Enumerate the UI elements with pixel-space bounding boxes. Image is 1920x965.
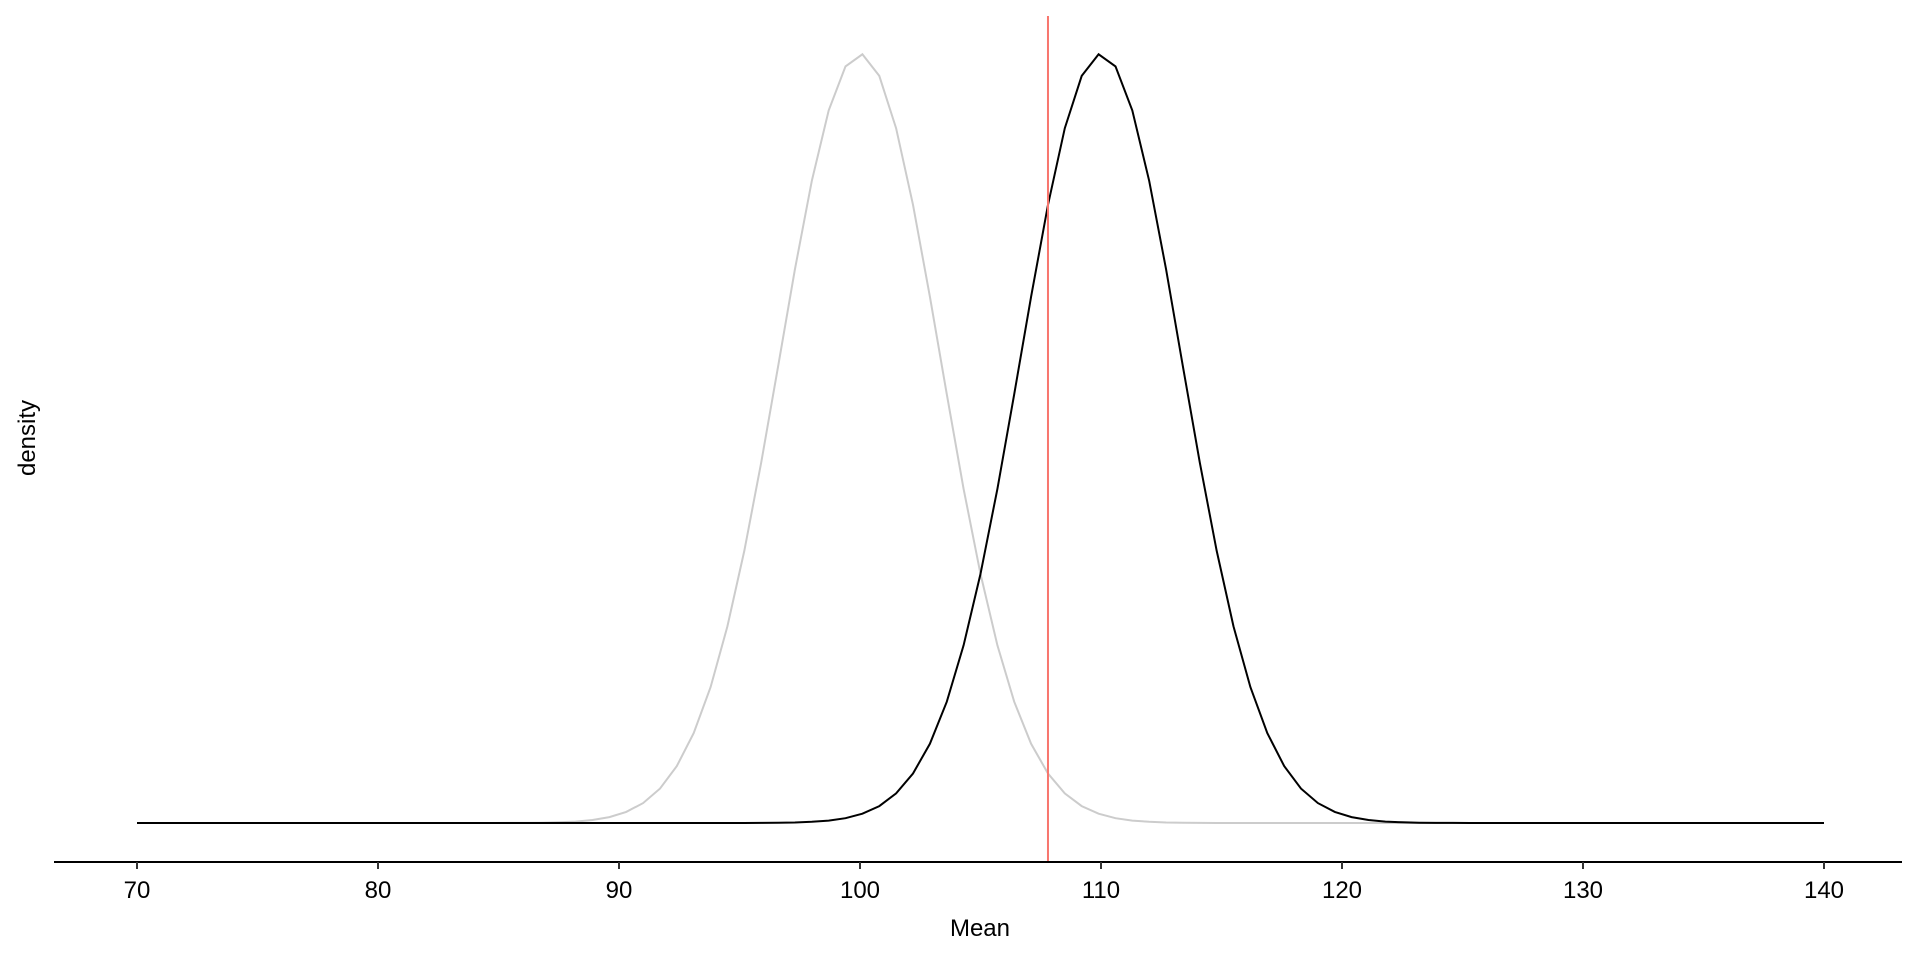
x-tick-label: 70: [124, 877, 151, 904]
x-tick-label: 110: [1082, 877, 1120, 904]
x-axis-label: Mean: [950, 915, 1010, 942]
x-axis-ticks: 70 80 90 100 110 120 130 140: [124, 862, 1844, 904]
x-tick-label: 130: [1563, 877, 1603, 904]
alternative-density-curve: [137, 52, 1824, 824]
null-density-curve: [137, 52, 1824, 824]
x-tick-label: 140: [1804, 877, 1844, 904]
x-tick-label: 80: [365, 877, 392, 904]
x-tick-label: 100: [840, 877, 880, 904]
x-tick-label: 120: [1322, 877, 1362, 904]
curves: [137, 52, 1824, 824]
x-tick-label: 90: [606, 877, 633, 904]
y-axis-label: density: [14, 400, 41, 476]
